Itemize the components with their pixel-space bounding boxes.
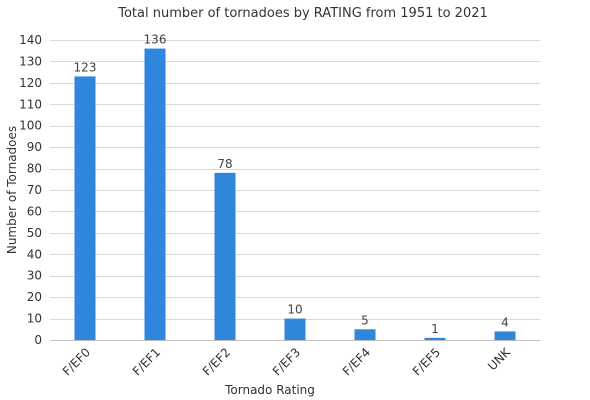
bar (354, 329, 376, 340)
data-labels: 123 136 78 10 5 1 4 (74, 33, 509, 336)
bars (74, 48, 516, 340)
bar (284, 318, 306, 340)
x-axis-ticks: F/EF0 F/EF1 F/EF2 F/EF3 F/EF4 F/EF5 UNK (60, 344, 514, 378)
bar (494, 331, 516, 340)
data-label: 10 (287, 303, 302, 317)
x-tick-label: F/EF2 (200, 345, 233, 378)
bar (74, 76, 96, 340)
x-tick-label: F/EF4 (340, 345, 373, 378)
data-label: 4 (501, 315, 509, 329)
y-tick-label: 110 (19, 97, 42, 111)
y-tick-label: 70 (27, 183, 42, 197)
y-tick-label: 20 (27, 290, 42, 304)
y-axis-ticks: 0 10 20 30 40 50 60 70 80 90 100 110 120 130 140 (19, 33, 42, 347)
y-tick-label: 60 (27, 204, 42, 218)
y-tick-label: 140 (19, 33, 42, 47)
y-tick-label: 80 (27, 162, 42, 176)
x-tick-label: F/EF5 (410, 345, 443, 378)
gridlines (50, 40, 540, 341)
data-label: 5 (361, 313, 369, 327)
y-tick-label: 30 (27, 269, 42, 283)
y-tick-label: 90 (27, 140, 42, 154)
data-label: 123 (74, 60, 97, 74)
x-tick-label: F/EF3 (270, 345, 303, 378)
y-tick-label: 0 (34, 333, 42, 347)
data-label: 136 (144, 33, 167, 47)
y-tick-label: 130 (19, 54, 42, 68)
x-tick-label: UNK (485, 344, 514, 373)
x-tick-label: F/EF1 (130, 345, 163, 378)
bar (214, 172, 236, 340)
data-label: 78 (217, 157, 232, 171)
y-tick-label: 40 (27, 247, 42, 261)
y-tick-label: 50 (27, 226, 42, 240)
y-tick-label: 100 (19, 119, 42, 133)
y-axis-title: Number of Tornadoes (5, 126, 19, 254)
data-label: 1 (431, 322, 439, 336)
y-tick-label: 10 (27, 312, 42, 326)
chart-title: Total number of tornadoes by RATING from… (117, 6, 488, 21)
y-tick-label: 120 (19, 76, 42, 90)
x-tick-label: F/EF0 (60, 345, 93, 378)
bar (144, 48, 166, 340)
bar (424, 337, 446, 340)
x-axis-title: Tornado Rating (224, 383, 315, 397)
